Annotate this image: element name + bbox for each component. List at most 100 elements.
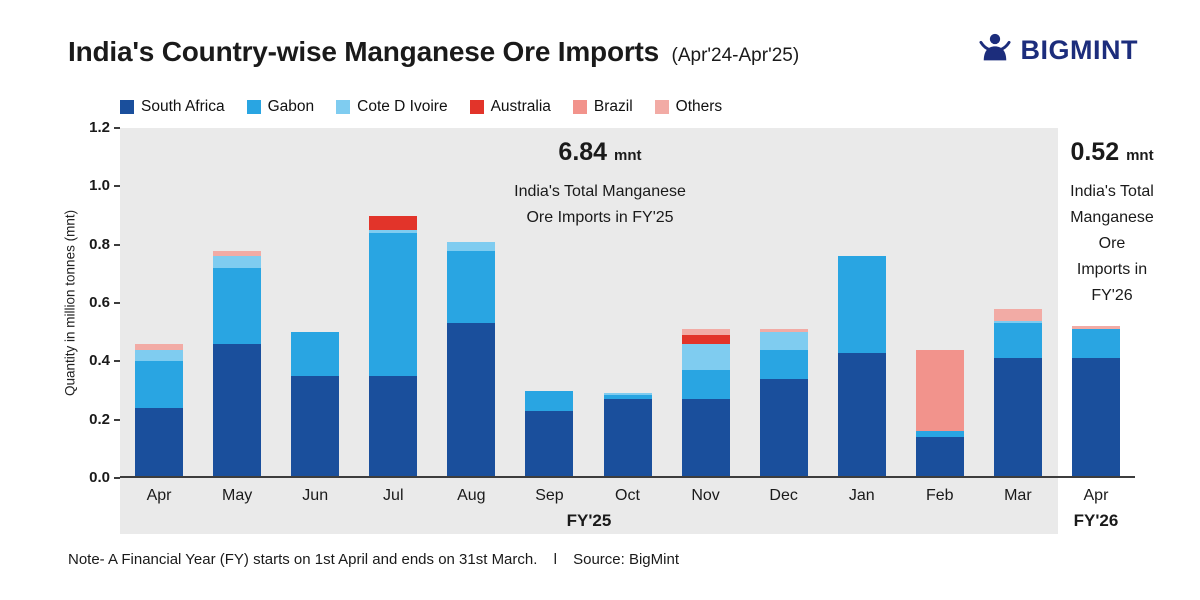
segment-gabon	[213, 268, 262, 344]
segment-south-africa	[993, 358, 1042, 478]
segment-others	[135, 343, 184, 350]
legend-label-gabon: Gabon	[267, 98, 315, 115]
segment-others	[759, 329, 808, 333]
x-label-may-2: May	[221, 487, 253, 504]
x-label-apr-13: Apr	[1083, 487, 1109, 504]
segment-gabon	[837, 256, 886, 353]
segment-south-africa	[1071, 358, 1120, 478]
bar-may-2	[213, 250, 262, 478]
fy25-caption-line1: India's Total Manganese	[514, 183, 686, 200]
segment-south-africa	[213, 343, 262, 478]
segment-gabon	[993, 323, 1042, 359]
footnote-separator: l	[553, 551, 557, 568]
y-tick-0.4: 0.4	[89, 352, 110, 370]
bar-jan-10	[837, 256, 886, 478]
y-tick-mark-0.6	[114, 302, 120, 304]
y-tick-0.6: 0.6	[89, 294, 110, 311]
legend-swatch-gabon	[246, 100, 261, 114]
segment-cote-d-ivoire	[993, 320, 1042, 324]
bar-apr-1	[135, 343, 184, 478]
bar-sep-6	[525, 390, 574, 478]
fy25-total-number: 6.84	[558, 138, 608, 166]
y-tick-mark-0.4	[114, 360, 120, 363]
legend-swatch-australia	[469, 100, 484, 114]
legend-item-brazil: Brazil	[572, 98, 633, 116]
page-title: India's Country-wise Manganese Ore Impor…	[68, 36, 799, 68]
segment-south-africa	[291, 375, 340, 478]
bar-jul-4	[369, 215, 418, 478]
fy26-caption-line1: India's Total	[1070, 183, 1154, 200]
segment-gabon	[681, 370, 730, 400]
y-tick-mark-1.0	[114, 185, 120, 188]
legend-label-cote-d-ivoire: Cote D Ivoire	[357, 98, 448, 115]
chart-title: India's Country-wise Manganese Ore Impor…	[68, 36, 660, 67]
chart-period: (Apr'24-Apr'25)	[671, 45, 800, 66]
segment-south-africa	[681, 399, 730, 478]
segment-gabon	[369, 233, 418, 376]
legend-item-gabon: Gabon	[246, 98, 315, 116]
legend-swatch-brazil	[572, 100, 587, 114]
x-label-apr-1: Apr	[146, 487, 172, 504]
x-label-feb-11: Feb	[926, 487, 954, 504]
segment-south-africa	[447, 323, 496, 478]
legend-item-cote-d-ivoire: Cote D Ivoire	[336, 98, 448, 116]
legend-swatch-cote-d-ivoire	[336, 100, 351, 114]
segment-cote-d-ivoire	[759, 332, 808, 350]
legend-swatch-others	[654, 100, 669, 114]
fy25-total-value: 6.84 mnt	[514, 138, 686, 167]
y-tick-mark-0.0	[114, 477, 120, 479]
bigmint-logo-text: BIGMINT	[1020, 35, 1138, 65]
x-label-dec-9: Dec	[769, 487, 798, 504]
segment-gabon	[525, 390, 574, 411]
segment-australia	[369, 215, 418, 231]
fy26-total-value: 0.52 mnt	[1068, 138, 1156, 167]
y-tick-1.0: 1.0	[89, 177, 110, 195]
segment-south-africa	[915, 437, 964, 478]
x-label-jun-3: Jun	[302, 487, 329, 504]
segment-south-africa	[369, 375, 418, 478]
source-text: Source: BigMint	[573, 551, 679, 568]
segment-south-africa	[525, 410, 574, 478]
bar-dec-9	[759, 329, 808, 478]
bar-nov-8	[681, 329, 730, 478]
bar-mar-12	[993, 308, 1042, 478]
x-label-oct-7: Oct	[615, 487, 640, 504]
segment-gabon	[1071, 329, 1120, 359]
chart-legend: South Africa Gabon Cote D Ivoire Australia B…	[120, 98, 722, 116]
fy25-background-panel	[120, 128, 1058, 534]
segment-cote-d-ivoire	[213, 256, 262, 269]
bar-aug-5	[447, 241, 496, 478]
y-tick-mark-0.8	[114, 243, 120, 246]
segment-cote-d-ivoire	[681, 343, 730, 371]
fy25-total-caption: India's Total Manganese Ore Imports in F…	[514, 179, 686, 231]
segment-cote-d-ivoire	[603, 393, 652, 395]
y-tick-0.2: 0.2	[89, 410, 110, 428]
segment-gabon	[447, 250, 496, 324]
segment-south-africa	[837, 352, 886, 478]
x-label-nov-8: Nov	[691, 487, 720, 504]
bigmint-logo: BIGMINT	[977, 30, 1139, 71]
legend-swatch-south-africa	[120, 100, 134, 114]
bigmint-logo-icon	[977, 30, 1013, 71]
segment-others	[213, 250, 262, 257]
segment-gabon	[291, 332, 340, 376]
bar-oct-7	[603, 393, 652, 478]
plot-area	[120, 128, 1135, 478]
bar-apr-13	[1071, 326, 1120, 478]
y-tick-0.8: 0.8	[89, 235, 110, 253]
fy25-total-unit: mnt	[614, 147, 642, 164]
y-tick-mark-1.2	[114, 127, 120, 129]
segment-australia	[681, 335, 730, 344]
fy26-caption-line2: Manganese Ore	[1070, 209, 1154, 252]
segment-others	[681, 329, 730, 336]
x-label-mar-12: Mar	[1004, 487, 1032, 504]
fy26-total-number: 0.52	[1070, 138, 1120, 166]
legend-item-australia: Australia	[469, 98, 551, 116]
bar-jun-3	[291, 332, 340, 478]
segment-gabon	[135, 361, 184, 408]
segment-others	[1071, 326, 1120, 330]
segment-brazil	[915, 349, 964, 432]
segment-south-africa	[759, 378, 808, 478]
x-axis-line	[120, 476, 1135, 478]
